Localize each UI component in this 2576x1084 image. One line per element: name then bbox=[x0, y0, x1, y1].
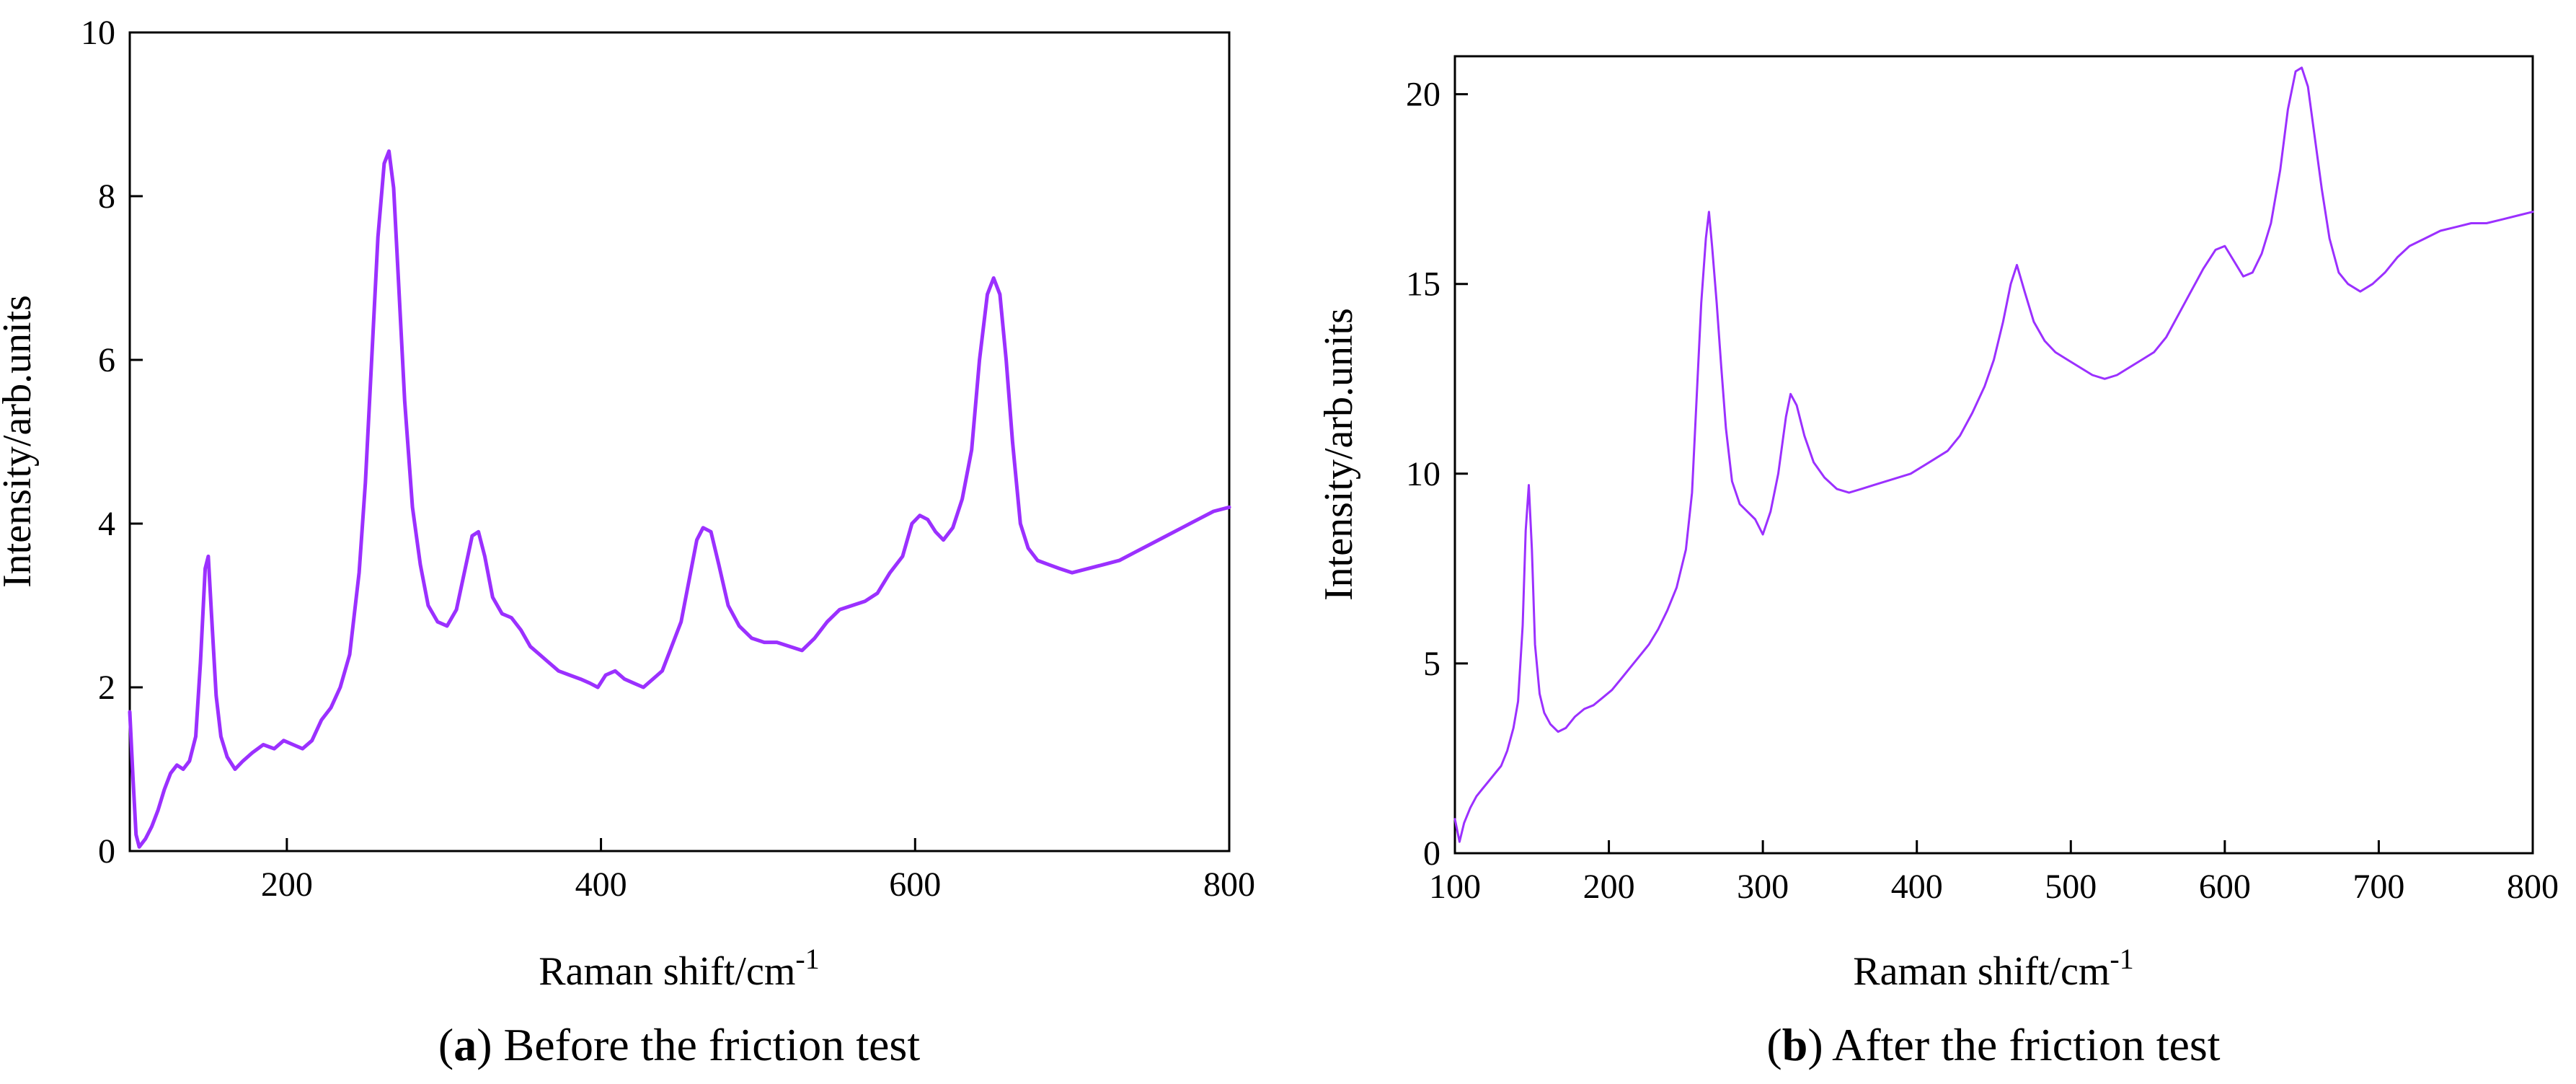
panel-b-x-tick-label-800: 800 bbox=[2507, 868, 2559, 906]
panel-b-x-tick-label-600: 600 bbox=[2199, 868, 2251, 906]
panel-a-y-tick-label-10: 10 bbox=[81, 14, 115, 52]
panel-a-x-tick-label-800: 800 bbox=[1203, 865, 1255, 904]
panel-a-x-tick-label-400: 400 bbox=[575, 865, 627, 904]
panel-b-y-tick-label-5: 5 bbox=[1423, 645, 1440, 683]
panel-b-y-tick-label-20: 20 bbox=[1406, 76, 1440, 114]
panel-a-y-tick-label-2: 2 bbox=[98, 669, 115, 707]
panel-a-series-line-0 bbox=[128, 149, 1231, 849]
panel-b-ticks: 100 200 300 400 500 600 700 800 0 5 10 15 20 bbox=[1406, 76, 2559, 906]
panel-b-x-tick-label-500: 500 bbox=[2045, 868, 2097, 906]
panel-a-y-tick-label-4: 4 bbox=[98, 505, 115, 543]
panel-b-series-line-0 bbox=[1453, 66, 2534, 843]
panel-b-y-tick-label-15: 15 bbox=[1406, 265, 1440, 304]
panel-b-y-axis-label: Intensity/arb.units bbox=[1316, 308, 1361, 601]
panel-a-y-tick-label-0: 0 bbox=[98, 832, 115, 871]
panel-a-caption: (a) Before the friction test bbox=[438, 1019, 920, 1070]
panel-a-ticks: 200 400 600 800 0 2 4 6 8 10 bbox=[81, 14, 1255, 904]
panel-a-y-tick-label-8: 8 bbox=[98, 177, 115, 216]
panel-b-series-group bbox=[1453, 66, 2534, 843]
panel-b-y-tick-label-0: 0 bbox=[1423, 834, 1440, 873]
panel-a-x-tick-label-600: 600 bbox=[889, 865, 941, 904]
panel-a-x-axis-label: Raman shift/cm-1 bbox=[539, 943, 819, 994]
panel-a-plot-frame bbox=[128, 31, 1231, 852]
panel-b-x-axis-label: Raman shift/cm-1 bbox=[1853, 943, 2133, 994]
panel-b-x-tick-label-300: 300 bbox=[1737, 868, 1789, 906]
panel-b-plot-frame bbox=[1453, 55, 2534, 855]
panel-b-after-friction: 100 200 300 400 500 600 700 800 0 5 10 15 20 Intensi… bbox=[1316, 55, 2559, 1070]
panel-a-y-tick-label-6: 6 bbox=[98, 341, 115, 379]
panel-b-x-tick-label-400: 400 bbox=[1891, 868, 1943, 906]
panel-a-y-axis-label: Intensity/arb.units bbox=[0, 295, 40, 588]
panel-a-series-group bbox=[128, 149, 1231, 849]
panel-b-x-tick-label-100: 100 bbox=[1429, 868, 1481, 906]
panel-b-y-tick-label-10: 10 bbox=[1406, 455, 1440, 493]
panel-b-x-tick-label-200: 200 bbox=[1583, 868, 1635, 906]
panel-a-x-tick-label-200: 200 bbox=[261, 865, 313, 904]
panel-b-caption: (b) After the friction test bbox=[1766, 1019, 2220, 1070]
panel-b-x-tick-label-700: 700 bbox=[2353, 868, 2404, 906]
